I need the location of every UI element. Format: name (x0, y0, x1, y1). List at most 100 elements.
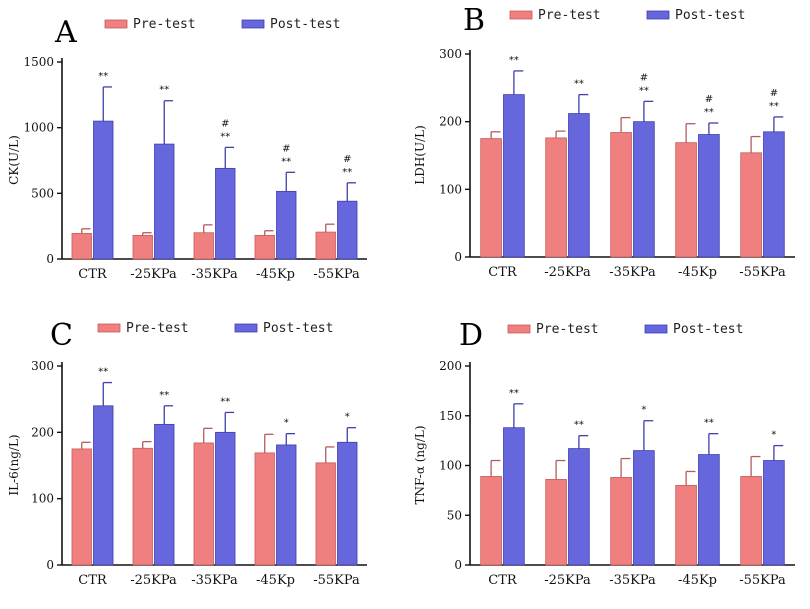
y-tick-label: 100 (439, 182, 462, 196)
y-axis-label: TNF-α (ng/L) (413, 425, 427, 504)
significance-marker: ** (281, 156, 291, 167)
legend-post-swatch (241, 19, 265, 29)
bar-post (503, 94, 525, 258)
bar-post (215, 431, 236, 566)
y-tick-label: 300 (439, 47, 462, 61)
legend-post-swatch (234, 323, 258, 333)
y-tick-label: 100 (439, 459, 462, 473)
x-tick-label: -55KPa (313, 267, 360, 282)
y-tick-label: 500 (31, 186, 54, 200)
x-tick-label: CTR (488, 573, 518, 588)
bar-post (763, 131, 785, 258)
bar-post (633, 450, 655, 566)
bar-pre (610, 477, 632, 566)
panel-d: D Pre-test Post-test 0 50 100 150 200 TNF-α (ng/… (413, 318, 795, 588)
bar-pre (675, 484, 697, 566)
x-tick-label: -25KPa (130, 573, 177, 588)
significance-marker: ** (98, 71, 108, 82)
legend-pre-swatch (507, 324, 531, 334)
bar-pre (71, 448, 92, 566)
legend-pre-label: Pre-test (133, 17, 196, 32)
bar-pre (193, 442, 214, 566)
bar-post (337, 200, 358, 260)
significance-marker: ** (159, 390, 169, 401)
x-tick-label: -45Kp (256, 573, 295, 588)
significance-marker: ** (639, 85, 649, 96)
y-tick-label: 50 (447, 508, 462, 522)
bar-post (276, 190, 297, 260)
legend-pre-swatch (97, 323, 121, 333)
x-tick-label: -35KPa (191, 267, 238, 282)
significance-marker: * (345, 412, 350, 423)
x-tick-label: -45Kp (678, 573, 717, 588)
y-tick-label: 100 (31, 492, 54, 506)
significance-marker: # (221, 118, 229, 129)
legend-pre-swatch (509, 10, 533, 20)
legend-post-label: Post-test (675, 8, 745, 23)
y-axis-label: CK(U/L) (7, 135, 21, 185)
panel-b: B Pre-test Post-test 0 100 200 300 LDH(U/L) ** CT… (413, 3, 795, 280)
significance-marker: ** (220, 131, 230, 142)
bar-post (698, 134, 720, 258)
y-tick-label: 0 (46, 558, 54, 572)
x-tick-label: -25KPa (130, 267, 177, 282)
y-tick-label: 0 (46, 252, 54, 266)
bar-post (568, 448, 590, 566)
legend-pre-label: Pre-test (126, 321, 189, 336)
significance-marker: * (641, 405, 646, 416)
bar-post (568, 113, 590, 258)
significance-marker: # (770, 88, 778, 99)
y-tick-label: 300 (31, 359, 54, 373)
x-tick-label: CTR (78, 267, 108, 282)
bar-pre (315, 462, 336, 566)
bar-post (633, 121, 655, 258)
x-tick-label: -25KPa (544, 573, 591, 588)
panel-letter: B (463, 3, 485, 38)
legend-pre-label: Pre-test (536, 322, 599, 337)
bar-pre (132, 447, 153, 566)
bar-pre (740, 476, 762, 566)
bar-pre (740, 152, 762, 258)
bar-pre (480, 476, 502, 566)
significance-marker: # (705, 94, 713, 105)
y-tick-label: 150 (439, 409, 462, 423)
bar-pre (193, 232, 214, 260)
bar-post (698, 454, 720, 566)
bar-pre (545, 479, 567, 566)
significance-marker: # (282, 143, 290, 154)
y-tick-label: 200 (31, 425, 54, 439)
x-tick-label: -35KPa (609, 573, 656, 588)
bar-pre (610, 132, 632, 258)
legend-post-label: Post-test (270, 17, 340, 32)
bar-post (215, 167, 236, 260)
significance-marker: ** (574, 420, 584, 431)
panel-c: C Pre-test Post-test0100200300IL-6(ng/L)**… (7, 318, 367, 588)
panel-letter: A (54, 15, 77, 50)
x-tick-label: -25KPa (544, 265, 591, 280)
significance-marker: ** (704, 107, 714, 118)
bar-post (154, 423, 175, 566)
x-tick-label: -55KPa (739, 265, 786, 280)
panel-letter: D (459, 318, 483, 353)
x-tick-label: -35KPa (609, 265, 656, 280)
bar-post (93, 120, 114, 260)
y-tick-label: 0 (454, 250, 462, 264)
significance-marker: ** (509, 55, 519, 66)
bar-post (93, 405, 114, 566)
y-tick-label: 200 (439, 359, 462, 373)
y-tick-label: 1500 (23, 55, 54, 69)
bar-pre (71, 232, 92, 260)
x-tick-label: CTR (78, 573, 108, 588)
significance-marker: ** (98, 367, 108, 378)
significance-marker: ** (769, 101, 779, 112)
legend-post-swatch (644, 324, 668, 334)
significance-marker: ** (159, 85, 169, 96)
bar-pre (132, 234, 153, 260)
bar-pre (545, 137, 567, 258)
significance-marker: * (771, 430, 776, 441)
bar-post (276, 444, 297, 566)
panel-a: A Pre-test Post-test 0 500 1000 1500 CK(U/L) ** C… (7, 15, 367, 282)
bar-post (503, 427, 525, 566)
